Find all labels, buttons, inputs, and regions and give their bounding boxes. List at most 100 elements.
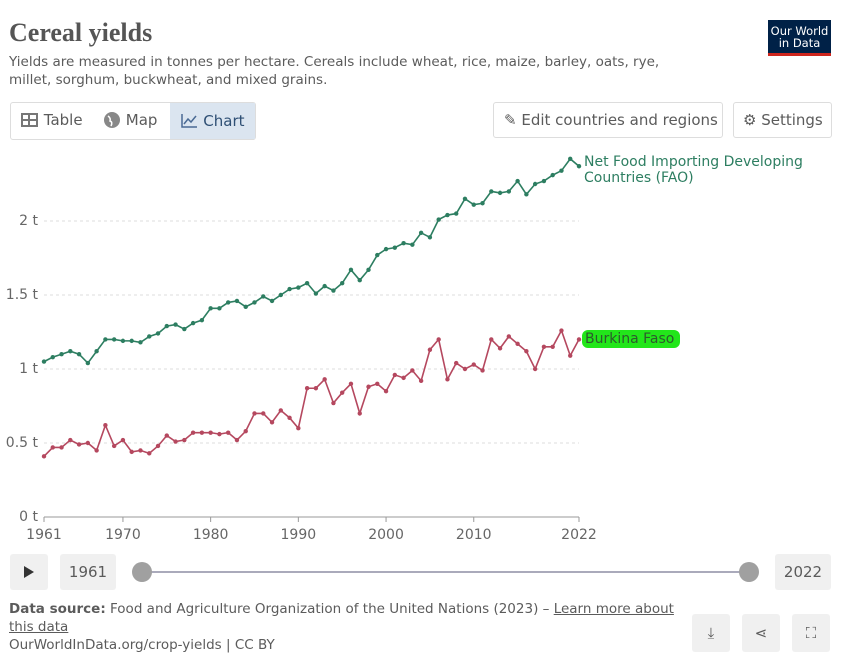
data-point bbox=[331, 288, 336, 293]
data-point bbox=[313, 386, 319, 391]
data-point bbox=[50, 354, 55, 360]
data-point bbox=[287, 415, 292, 421]
edit-button[interactable]: ✎ Edit countries and regions bbox=[493, 102, 723, 138]
data-point bbox=[234, 298, 240, 304]
data-point bbox=[410, 242, 415, 247]
x-tick-label: 2022 bbox=[561, 527, 597, 543]
data-point bbox=[225, 430, 231, 435]
data-point bbox=[489, 337, 494, 342]
data-point bbox=[445, 377, 450, 382]
data-point bbox=[164, 323, 169, 329]
timeline-handle bbox=[739, 562, 759, 582]
data-point bbox=[225, 300, 231, 305]
data-point bbox=[103, 337, 108, 342]
data-point bbox=[313, 291, 319, 296]
series-label: Burkina Faso bbox=[582, 330, 681, 348]
data-point bbox=[497, 346, 503, 351]
data-point bbox=[147, 334, 152, 339]
y-tick-label: 1 t bbox=[19, 361, 38, 377]
data-point bbox=[375, 252, 380, 258]
data-point bbox=[129, 449, 134, 455]
data-point bbox=[480, 368, 485, 373]
data-point bbox=[462, 196, 468, 201]
data-point bbox=[138, 340, 143, 345]
tab-map[interactable]: Map bbox=[103, 111, 157, 129]
data-point bbox=[94, 349, 99, 354]
data-point bbox=[339, 390, 345, 395]
data-point bbox=[532, 366, 538, 372]
data-point bbox=[418, 230, 424, 236]
data-point bbox=[199, 317, 205, 323]
data-point bbox=[401, 241, 406, 246]
data-point bbox=[427, 347, 433, 352]
button-label: Settings bbox=[761, 111, 823, 129]
learn-more-link[interactable]: Learn more about this data bbox=[9, 601, 674, 635]
data-point bbox=[243, 428, 248, 434]
tab-table[interactable]: Table bbox=[21, 111, 83, 129]
x-tick-label: 1990 bbox=[281, 527, 317, 543]
data-point bbox=[243, 304, 248, 310]
data-point bbox=[462, 366, 468, 372]
data-point bbox=[568, 156, 573, 162]
data-point bbox=[252, 300, 257, 305]
download-button[interactable]: ⤓ bbox=[692, 614, 730, 652]
start-year: 1961 bbox=[60, 554, 116, 590]
x-tick-label: 2010 bbox=[456, 527, 492, 543]
data-point bbox=[190, 430, 196, 435]
data-point bbox=[375, 381, 380, 386]
source-text: Food and Agriculture Organization of the… bbox=[110, 601, 554, 617]
data-point bbox=[454, 211, 459, 216]
data-point bbox=[515, 178, 520, 184]
data-point bbox=[296, 426, 301, 431]
data-point bbox=[392, 372, 398, 378]
data-point bbox=[103, 423, 108, 428]
data-point bbox=[217, 431, 222, 437]
data-point bbox=[541, 344, 547, 349]
data-point bbox=[357, 411, 362, 416]
timeline-handle bbox=[132, 562, 152, 582]
fullscreen-button[interactable]: ⛶ bbox=[792, 614, 830, 652]
data-point bbox=[576, 164, 582, 169]
data-point bbox=[383, 246, 389, 252]
x-tick-label: 1970 bbox=[105, 527, 141, 543]
series-line bbox=[43, 157, 580, 365]
data-point bbox=[366, 384, 371, 389]
data-point bbox=[524, 192, 529, 197]
data-point bbox=[410, 368, 415, 373]
settings-button[interactable]: ⚙ Settings bbox=[733, 102, 832, 138]
data-point bbox=[182, 437, 187, 443]
data-point bbox=[506, 334, 512, 339]
data-point bbox=[76, 442, 82, 447]
play-icon bbox=[24, 566, 34, 578]
data-point bbox=[401, 375, 406, 381]
share-button[interactable]: ⋖ bbox=[742, 614, 780, 652]
data-point bbox=[357, 278, 362, 283]
data-point bbox=[541, 178, 547, 184]
data-point bbox=[568, 353, 573, 358]
data-point bbox=[261, 294, 266, 299]
data-point bbox=[506, 189, 512, 194]
data-point bbox=[287, 286, 292, 292]
data-point bbox=[278, 408, 284, 413]
tab-chart[interactable]: Chart bbox=[170, 103, 255, 139]
data-point bbox=[576, 337, 582, 342]
tab-label: Table bbox=[43, 111, 83, 129]
chart-icon bbox=[181, 114, 198, 128]
play-button[interactable] bbox=[10, 554, 48, 590]
logo[interactable]: Our World in Data bbox=[768, 20, 831, 56]
data-point bbox=[155, 443, 161, 449]
url: OurWorldInData.org/crop-yields | CC BY bbox=[9, 637, 275, 653]
data-point bbox=[366, 267, 371, 273]
title: Cereal yields bbox=[9, 18, 153, 47]
data-point bbox=[471, 202, 476, 207]
data-point bbox=[85, 360, 91, 366]
globe-icon bbox=[104, 112, 120, 128]
y-tick-label: 0 t bbox=[19, 509, 38, 525]
data-point bbox=[339, 280, 345, 286]
tab-label: Map bbox=[125, 111, 158, 129]
data-point bbox=[524, 349, 529, 354]
data-point bbox=[471, 362, 476, 367]
data-point bbox=[296, 285, 301, 290]
data-point bbox=[76, 352, 82, 357]
